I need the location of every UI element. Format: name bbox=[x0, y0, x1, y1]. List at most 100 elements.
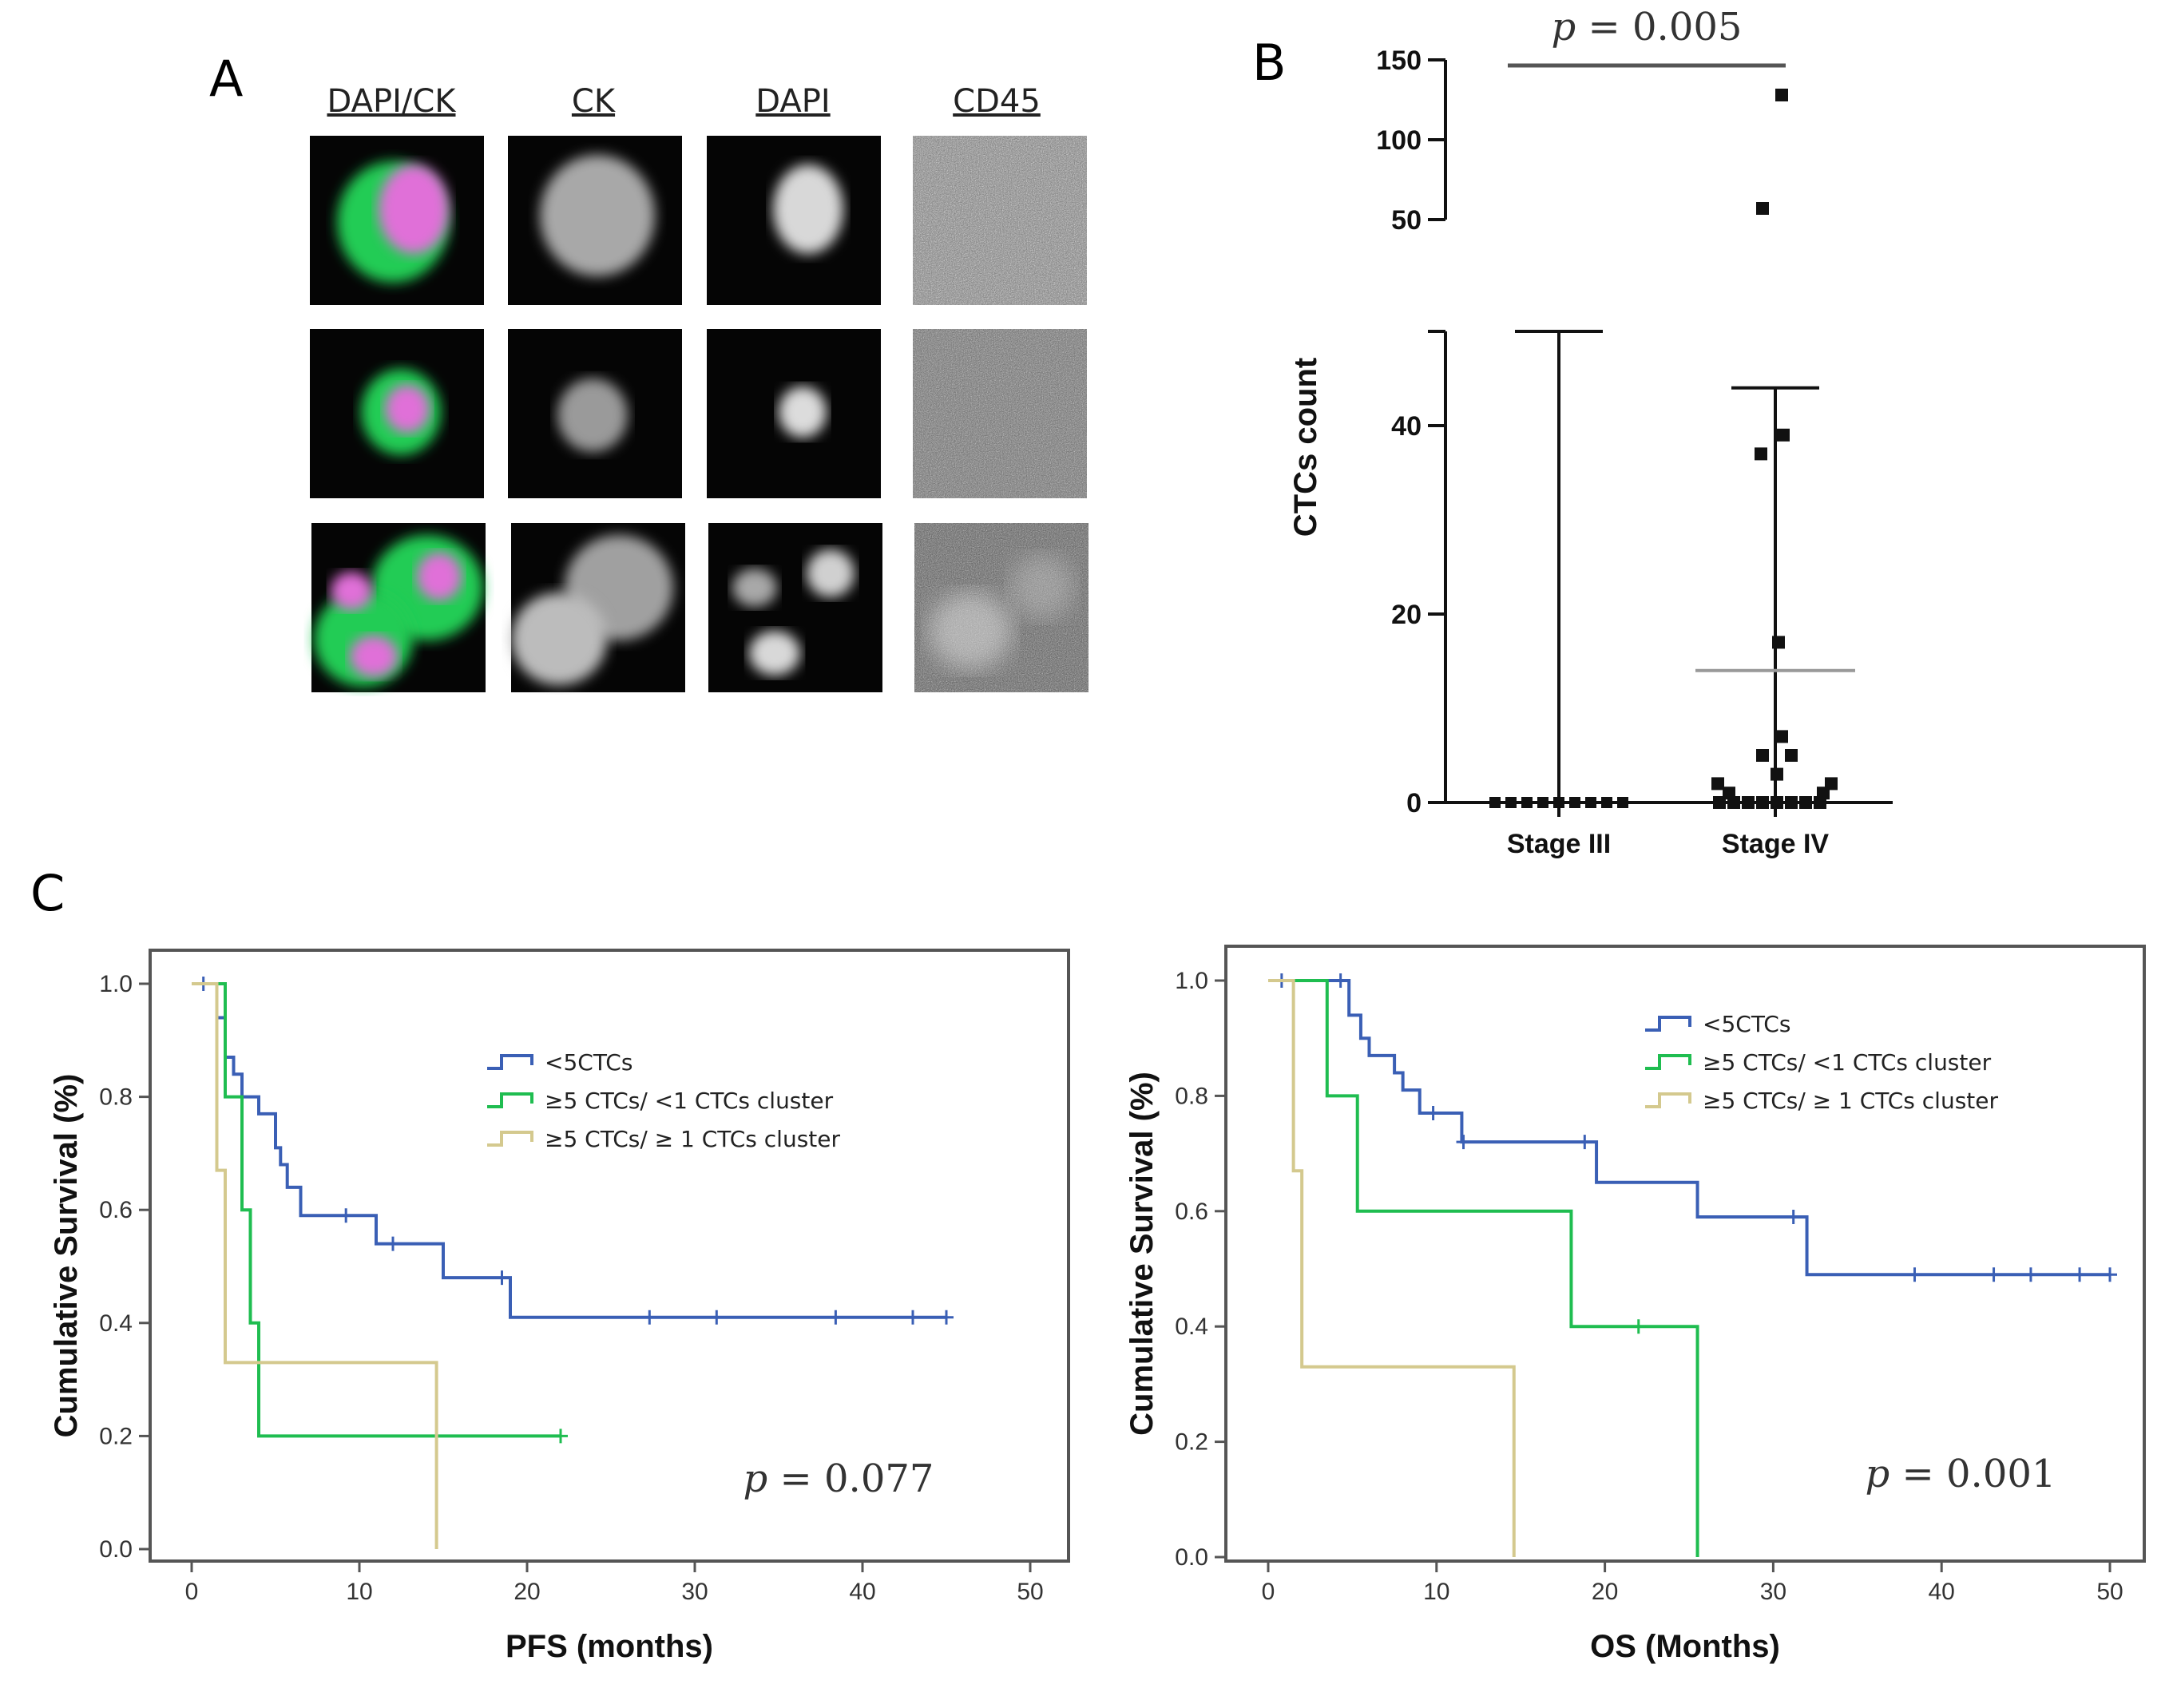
pfs-censor-mark bbox=[339, 1208, 354, 1223]
os-y-axis-title: Cumulative Survival (%) bbox=[1124, 1072, 1160, 1436]
chart-c-pfs: 0.0 0.2 0.4 0.6 0.8 1.0 0 10 20 30 40 50 PFS (months… bbox=[49, 949, 1070, 1664]
pfs-x-tick-label: 50 bbox=[1017, 1579, 1043, 1605]
pfs-x-tick-label: 30 bbox=[681, 1579, 708, 1605]
os-censor-mark bbox=[1426, 1106, 1441, 1121]
panel-a-label: A bbox=[209, 50, 243, 108]
os-censor-mark bbox=[1986, 1267, 2001, 1282]
b-point-stage3 bbox=[1489, 797, 1501, 808]
b-point-stage4 bbox=[1756, 796, 1769, 809]
pfs-legend-swatch bbox=[487, 1092, 533, 1108]
b-point-stage4 bbox=[1755, 447, 1767, 461]
pfs-legend-swatch bbox=[487, 1054, 533, 1070]
tile-row1-dapi bbox=[707, 136, 881, 305]
b-pvalue: p = 0.005 bbox=[1552, 5, 1743, 50]
os-x-tick-label: 10 bbox=[1423, 1579, 1449, 1605]
b-point-stage4 bbox=[1785, 796, 1798, 809]
pfs-series-line-1 bbox=[192, 982, 561, 1438]
pfs-censor-mark bbox=[553, 1429, 568, 1444]
pfs-censor-mark bbox=[642, 1310, 657, 1325]
pfs-y-axis-title: Cumulative Survival (%) bbox=[49, 1074, 84, 1438]
pfs-frame bbox=[149, 949, 1070, 1563]
b-point-stage3 bbox=[1521, 797, 1533, 808]
os-series-line-0 bbox=[1268, 979, 2110, 1277]
b-point-stage4 bbox=[1756, 202, 1769, 215]
os-x-tick-label: 30 bbox=[1760, 1579, 1786, 1605]
os-censor-mark bbox=[1577, 1135, 1592, 1150]
os-y-tick-label: 0.8 bbox=[1175, 1083, 1208, 1109]
os-frame bbox=[1224, 945, 2146, 1563]
os-y-tick-label: 0.2 bbox=[1175, 1429, 1208, 1456]
pfs-series-line-2 bbox=[192, 982, 438, 1549]
panel-c-label: C bbox=[30, 864, 65, 922]
col-header-cd45: CD45 bbox=[953, 83, 1041, 120]
b-x-tick-label: Stage III bbox=[1507, 829, 1611, 859]
b-lower-tick-label: 40 bbox=[1391, 411, 1422, 442]
b-upper-tick-label: 150 bbox=[1376, 46, 1422, 76]
tile-row2-dapi-ck bbox=[310, 329, 484, 498]
col-header-ck: CK bbox=[572, 83, 617, 120]
pfs-y-tick-label: 0.0 bbox=[99, 1536, 133, 1563]
tile-row3-cd45 bbox=[914, 523, 1088, 692]
b-point-stage3 bbox=[1617, 797, 1628, 808]
pfs-legend-label: ≥5 CTCs/ <1 CTCs cluster bbox=[545, 1088, 834, 1114]
b-upper-tick-label: 100 bbox=[1376, 125, 1422, 156]
b-point-stage4 bbox=[1799, 796, 1812, 809]
tile-row1-cd45 bbox=[913, 136, 1087, 305]
panel-a-micrographs: DAPI/CK CK DAPI CD45 bbox=[310, 83, 1088, 692]
pfs-y-tick-label: 0.8 bbox=[99, 1084, 133, 1111]
b-point-stage3 bbox=[1505, 797, 1517, 808]
pfs-y-tick-label: 0.4 bbox=[99, 1310, 133, 1337]
b-point-stage4 bbox=[1742, 796, 1755, 809]
pfs-y-tick-label: 0.6 bbox=[99, 1197, 133, 1223]
b-point-stage4 bbox=[1785, 749, 1798, 762]
os-y-tick-label: 0.0 bbox=[1175, 1544, 1208, 1571]
pfs-legend-swatch bbox=[487, 1131, 533, 1147]
b-point-stage4 bbox=[1772, 636, 1785, 649]
b-point-stage4 bbox=[1814, 796, 1826, 809]
os-x-tick-label: 50 bbox=[2096, 1579, 2123, 1605]
os-x-tick-label: 40 bbox=[1929, 1579, 1955, 1605]
tile-row2-dapi bbox=[707, 329, 881, 498]
chart-b-ctc-count: 50 100 150 0 20 40 Stage III Stage IV CTCs count… bbox=[1288, 5, 1893, 859]
b-lower-tick-label: 20 bbox=[1391, 600, 1422, 630]
os-x-tick-label: 20 bbox=[1592, 1579, 1618, 1605]
pfs-censor-mark bbox=[709, 1310, 724, 1325]
os-censor-mark bbox=[2072, 1267, 2088, 1282]
os-y-tick-label: 1.0 bbox=[1175, 968, 1208, 994]
b-point-stage3 bbox=[1569, 797, 1580, 808]
pfs-pvalue: p = 0.077 bbox=[744, 1456, 934, 1501]
b-point-stage3 bbox=[1601, 797, 1612, 808]
os-legend-label: ≥5 CTCs/ <1 CTCs cluster bbox=[1703, 1049, 1992, 1076]
os-legend-label: <5CTCs bbox=[1703, 1011, 1790, 1037]
os-pvalue: p = 0.001 bbox=[1866, 1452, 2056, 1496]
os-x-axis-title: OS (Months) bbox=[1590, 1629, 1780, 1664]
pfs-x-tick-label: 40 bbox=[849, 1579, 875, 1605]
col-header-dapi-ck: DAPI/CK bbox=[327, 83, 457, 120]
pfs-censor-mark bbox=[906, 1310, 920, 1325]
b-point-stage4 bbox=[1727, 796, 1740, 809]
os-censor-mark bbox=[2103, 1267, 2117, 1282]
pfs-censor-mark bbox=[939, 1310, 954, 1325]
tile-row1-dapi-ck bbox=[310, 136, 484, 305]
tile-row3-dapi-ck bbox=[311, 523, 486, 692]
panel-b-label: B bbox=[1252, 34, 1287, 92]
pfs-x-tick-label: 0 bbox=[185, 1579, 199, 1605]
b-y-axis-title: CTCs count bbox=[1288, 358, 1323, 537]
b-point-stage3 bbox=[1585, 797, 1596, 808]
pfs-x-tick-label: 20 bbox=[514, 1579, 540, 1605]
b-upper-tick-label: 50 bbox=[1391, 205, 1422, 236]
os-legend-swatch bbox=[1645, 1092, 1691, 1108]
b-point-stage4 bbox=[1775, 730, 1788, 743]
os-y-tick-label: 0.6 bbox=[1175, 1199, 1208, 1225]
os-censor-mark bbox=[1907, 1267, 1922, 1282]
pfs-y-tick-label: 1.0 bbox=[99, 971, 133, 997]
pfs-y-tick-label: 0.2 bbox=[99, 1423, 133, 1449]
os-censor-mark bbox=[1631, 1319, 1646, 1334]
tile-row2-cd45 bbox=[913, 329, 1087, 498]
os-censor-mark bbox=[2023, 1267, 2038, 1282]
os-legend-label: ≥5 CTCs/ ≥ 1 CTCs cluster bbox=[1703, 1088, 1999, 1114]
b-point-stage3 bbox=[1553, 797, 1564, 808]
os-x-tick-label: 0 bbox=[1262, 1579, 1275, 1605]
os-series-line-1 bbox=[1268, 979, 1699, 1557]
